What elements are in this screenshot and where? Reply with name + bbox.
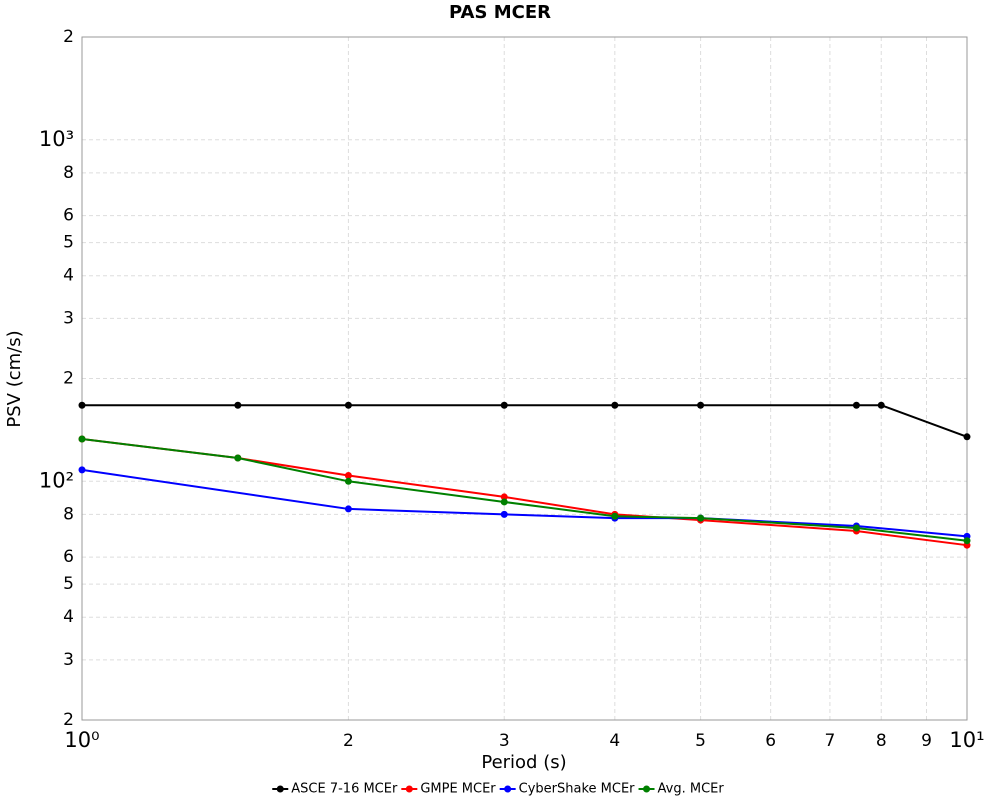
data-point: [963, 537, 971, 545]
data-point: [78, 466, 86, 474]
y-tick-label: 4: [63, 607, 74, 627]
x-tick-label: 8: [876, 731, 887, 751]
legend: ASCE 7-16 MCEr GMPE MCEr CyberShake MCEr Av…: [272, 782, 724, 797]
legend-label: Avg. MCEr: [658, 782, 725, 797]
y-tick-label: 5: [63, 574, 74, 594]
x-tick-label: 4: [609, 731, 620, 751]
y-tick-label: 5: [63, 233, 74, 253]
x-tick-label: 9: [921, 731, 932, 751]
x-tick-label: 10⁰: [64, 728, 99, 752]
data-point: [877, 401, 885, 409]
y-tick-label: 3: [63, 650, 74, 670]
y-tick-label: 8: [63, 504, 74, 524]
data-point: [852, 524, 860, 532]
legend-marker: [643, 785, 651, 793]
legend-label: GMPE MCEr: [420, 782, 496, 797]
x-tick-label: 10¹: [949, 728, 984, 752]
legend-label: ASCE 7-16 MCEr: [291, 782, 398, 797]
y-tick-label: 2: [63, 369, 74, 389]
data-point: [852, 401, 860, 409]
legend-item: GMPE MCEr: [401, 782, 496, 797]
data-point: [500, 401, 508, 409]
y-tick-label: 10²: [39, 468, 74, 492]
y-tick-label: 4: [63, 266, 74, 286]
data-point: [234, 401, 242, 409]
data-point: [344, 477, 352, 485]
chart-title: PAS MCER: [449, 2, 551, 23]
x-tick-label: 2: [343, 731, 354, 751]
data-point: [611, 512, 619, 520]
data-point: [78, 401, 86, 409]
x-axis-label: Period (s): [481, 752, 566, 773]
x-tick-label: 5: [695, 731, 706, 751]
data-point: [500, 498, 508, 506]
data-point: [234, 454, 242, 462]
data-point: [500, 493, 508, 501]
y-tick-label: 6: [63, 547, 74, 567]
legend-item: CyberShake MCEr: [499, 782, 636, 797]
x-tick-label: 7: [824, 731, 835, 751]
y-tick-label: 2: [63, 710, 74, 730]
legend-item: ASCE 7-16 MCEr: [272, 782, 398, 797]
data-point: [78, 435, 86, 443]
data-point: [344, 471, 352, 479]
legend-marker: [504, 785, 512, 793]
y-tick-label: 6: [63, 206, 74, 226]
data-point: [500, 510, 508, 518]
data-point: [611, 401, 619, 409]
legend-item: Avg. MCEr: [638, 782, 725, 797]
y-axis-label: PSV (cm/s): [4, 330, 25, 427]
y-tick-label: 8: [63, 163, 74, 183]
plot-border: [81, 36, 968, 721]
y-tick-label: 3: [63, 308, 74, 328]
legend-label: CyberShake MCEr: [519, 782, 636, 797]
y-tick-label: 10³: [39, 127, 74, 151]
data-point: [697, 514, 705, 522]
legend-marker: [405, 785, 413, 793]
y-tick-label: 2: [63, 27, 74, 47]
x-tick-label: 3: [499, 731, 510, 751]
x-tick-label: 6: [765, 731, 776, 751]
data-point: [697, 401, 705, 409]
legend-marker: [276, 785, 284, 793]
data-point: [344, 401, 352, 409]
series-line: [81, 438, 968, 542]
data-point: [963, 433, 971, 441]
data-point: [344, 505, 352, 513]
